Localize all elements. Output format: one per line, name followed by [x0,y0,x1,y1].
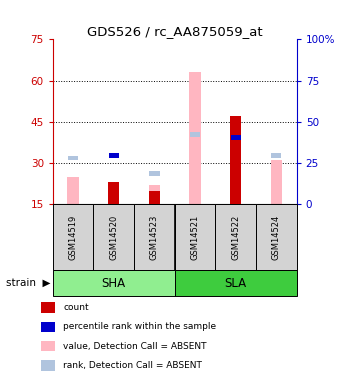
Text: GSM14522: GSM14522 [231,214,240,260]
Bar [68,156,78,160]
FancyBboxPatch shape [216,204,256,270]
Bar [230,116,241,204]
Bar [108,182,119,204]
Bar [149,185,160,204]
Bar [41,322,55,332]
FancyBboxPatch shape [175,270,297,296]
FancyBboxPatch shape [53,204,93,270]
Text: GSM14520: GSM14520 [109,214,118,260]
Bar [231,135,241,140]
Text: count: count [63,303,89,312]
Text: rank, Detection Call = ABSENT: rank, Detection Call = ABSENT [63,361,202,370]
Text: GSM14519: GSM14519 [69,214,78,260]
Bar [41,360,55,370]
Bar [41,303,55,313]
Text: percentile rank within the sample: percentile rank within the sample [63,322,216,332]
Text: value, Detection Call = ABSENT: value, Detection Call = ABSENT [63,342,207,351]
Text: GSM14523: GSM14523 [150,214,159,260]
Bar [68,177,79,204]
Text: GSM14521: GSM14521 [191,214,199,260]
Text: strain  ▶: strain ▶ [6,278,51,288]
FancyBboxPatch shape [53,270,175,296]
FancyBboxPatch shape [93,204,134,270]
Bar [109,153,119,158]
Bar [190,132,200,137]
Bar [149,190,160,204]
Bar [271,160,282,204]
Text: SHA: SHA [102,277,126,290]
Bar [271,153,281,158]
Bar [149,171,160,176]
FancyBboxPatch shape [175,204,216,270]
Bar [41,341,55,351]
FancyBboxPatch shape [134,204,175,270]
Title: GDS526 / rc_AA875059_at: GDS526 / rc_AA875059_at [87,25,263,38]
Bar [189,72,201,204]
Text: GSM14524: GSM14524 [272,214,281,260]
FancyBboxPatch shape [256,204,297,270]
Text: SLA: SLA [225,277,247,290]
